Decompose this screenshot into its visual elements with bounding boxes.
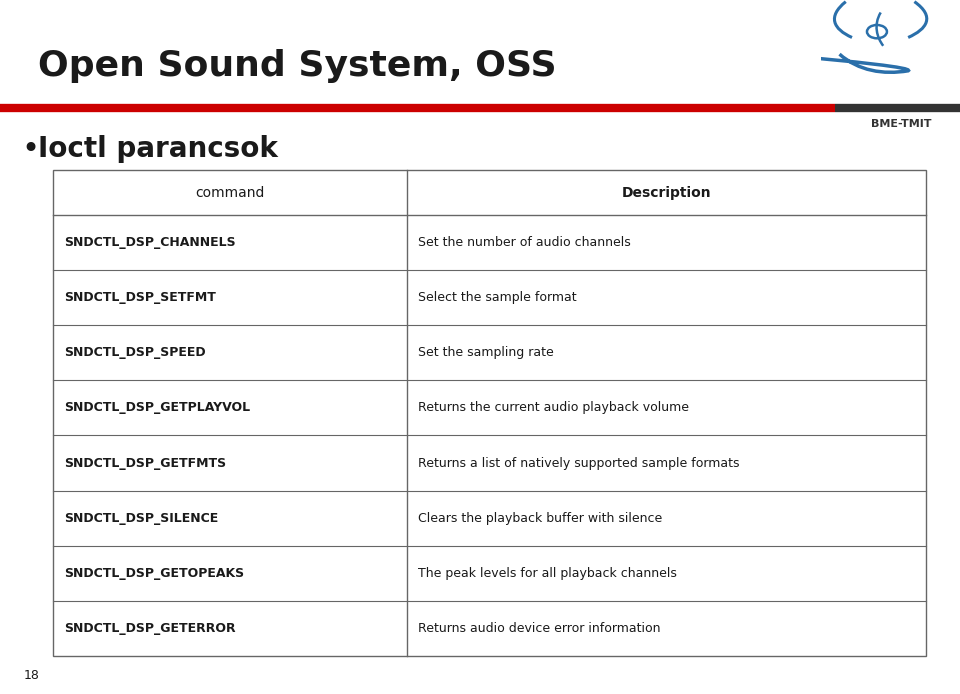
Text: Returns the current audio playback volume: Returns the current audio playback volum… xyxy=(419,401,689,414)
Text: SNDCTL_DSP_GETERROR: SNDCTL_DSP_GETERROR xyxy=(64,622,236,635)
Text: Description: Description xyxy=(622,185,711,200)
Text: Set the number of audio channels: Set the number of audio channels xyxy=(419,236,631,249)
Text: SNDCTL_DSP_GETOPEAKS: SNDCTL_DSP_GETOPEAKS xyxy=(64,567,245,579)
Text: 18: 18 xyxy=(24,668,40,682)
Text: SNDCTL_DSP_GETPLAYVOL: SNDCTL_DSP_GETPLAYVOL xyxy=(64,401,251,414)
Text: Select the sample format: Select the sample format xyxy=(419,291,577,304)
Text: The peak levels for all playback channels: The peak levels for all playback channel… xyxy=(419,567,677,579)
Text: Open Sound System, OSS: Open Sound System, OSS xyxy=(38,49,557,83)
Bar xyxy=(53,170,926,656)
Text: Returns a list of natively supported sample formats: Returns a list of natively supported sam… xyxy=(419,457,739,470)
Text: Set the sampling rate: Set the sampling rate xyxy=(419,346,554,359)
Text: SNDCTL_DSP_CHANNELS: SNDCTL_DSP_CHANNELS xyxy=(64,236,236,249)
Text: command: command xyxy=(195,185,264,200)
Text: •: • xyxy=(21,135,39,164)
Text: SNDCTL_DSP_SETFMT: SNDCTL_DSP_SETFMT xyxy=(64,291,216,304)
Text: Ioctl parancsok: Ioctl parancsok xyxy=(38,135,278,163)
Text: BME-TMIT: BME-TMIT xyxy=(871,119,931,129)
Text: SNDCTL_DSP_SILENCE: SNDCTL_DSP_SILENCE xyxy=(64,511,219,525)
Text: SNDCTL_DSP_GETFMTS: SNDCTL_DSP_GETFMTS xyxy=(64,457,227,470)
Text: SNDCTL_DSP_SPEED: SNDCTL_DSP_SPEED xyxy=(64,346,206,359)
Text: Returns audio device error information: Returns audio device error information xyxy=(419,622,660,635)
Text: Clears the playback buffer with silence: Clears the playback buffer with silence xyxy=(419,511,662,525)
